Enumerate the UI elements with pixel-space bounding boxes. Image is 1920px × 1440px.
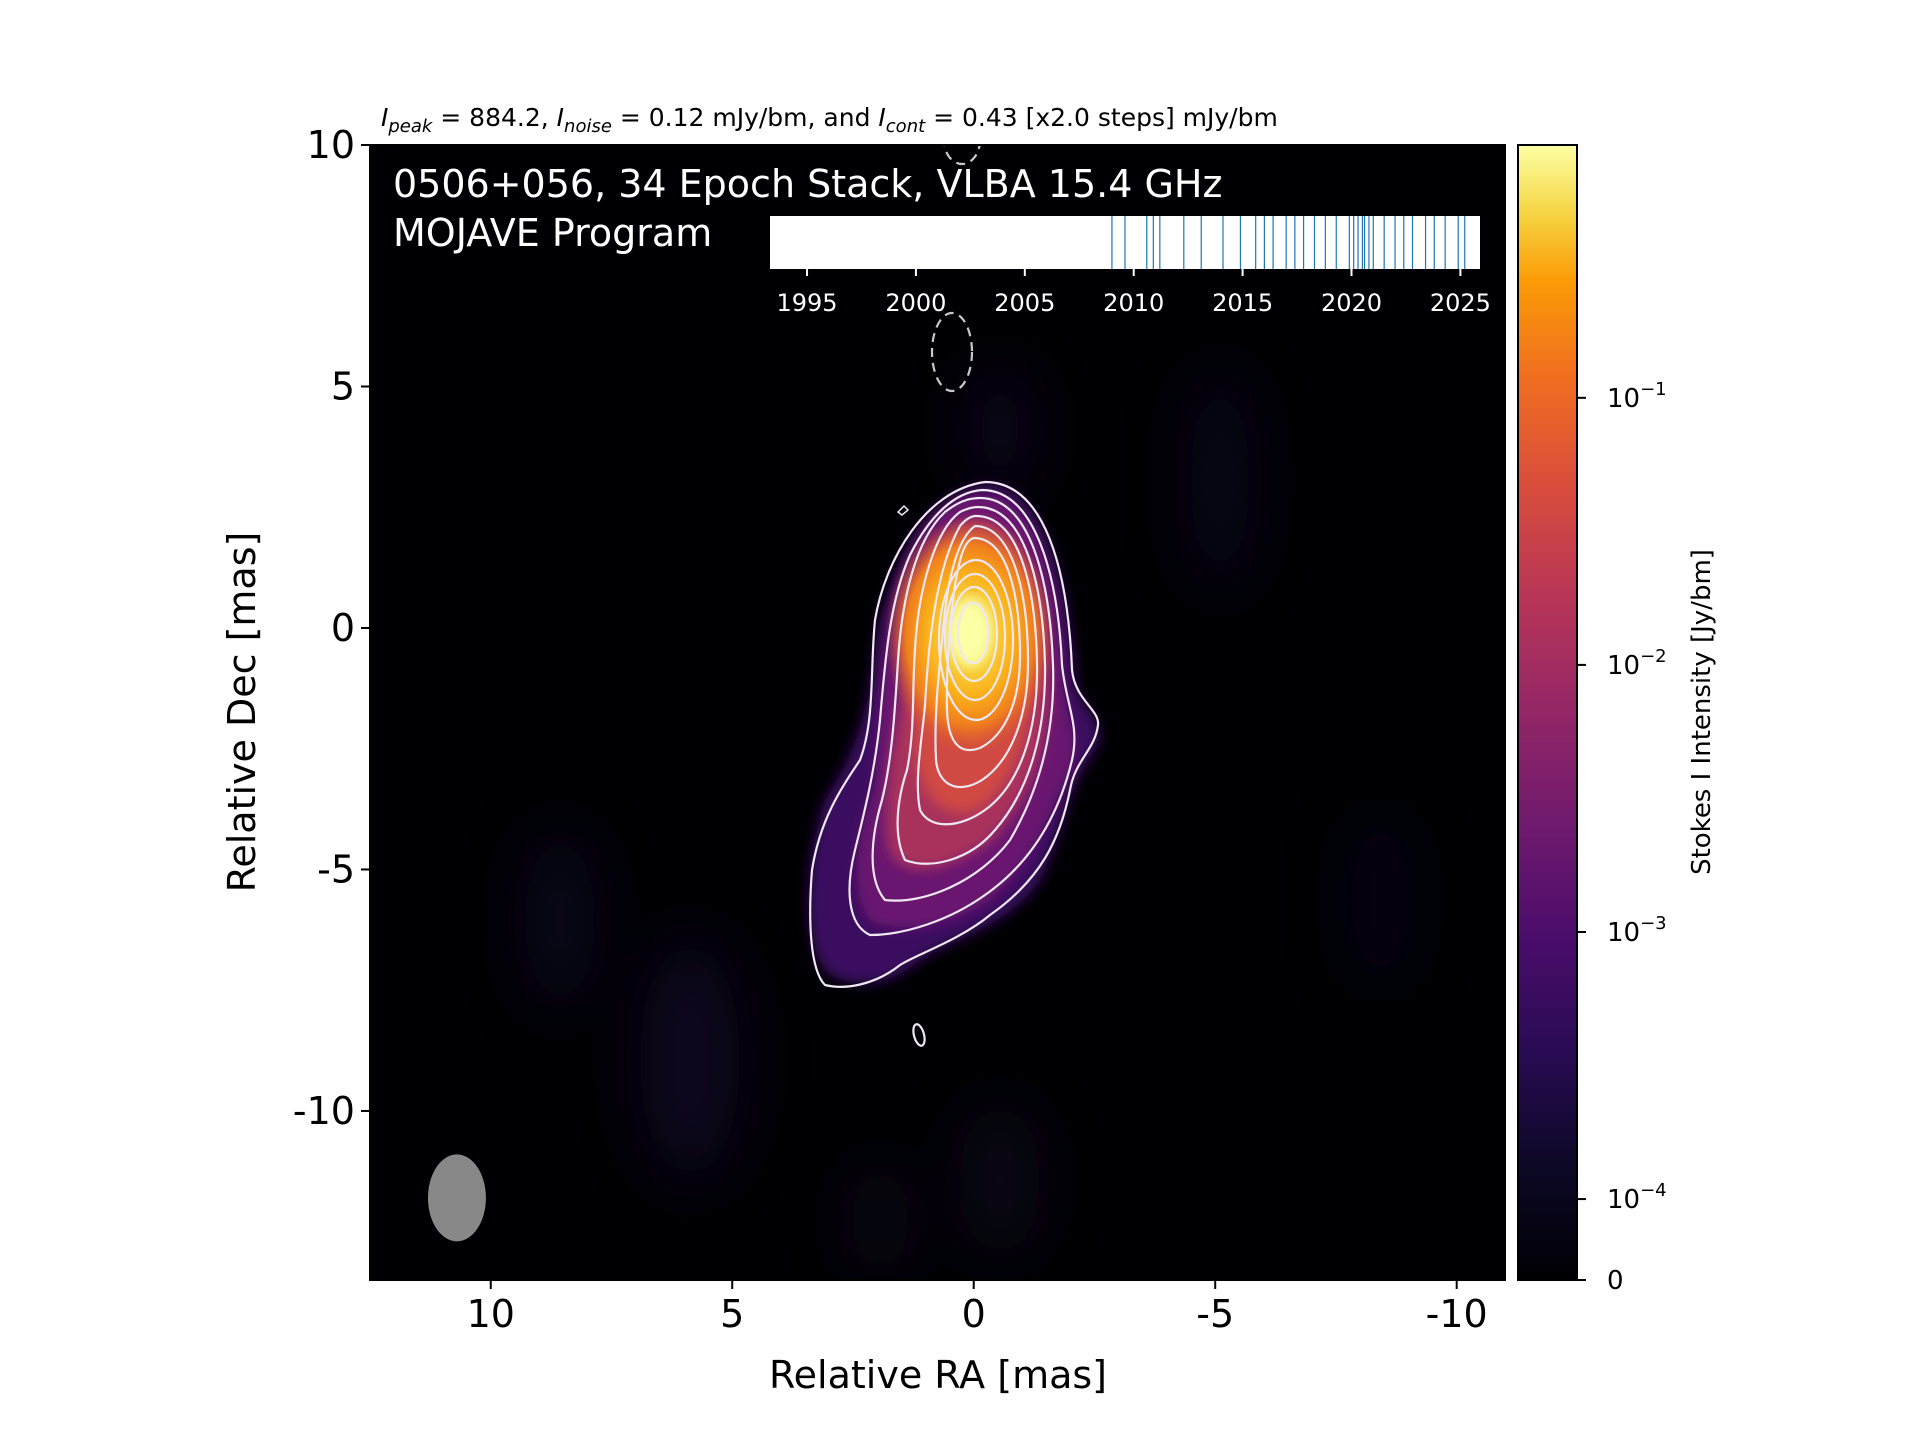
contour-lines xyxy=(809,480,1100,1047)
beam-ellipse xyxy=(427,1154,486,1242)
overlay-title: 0506+056, 34 Epoch Stack, VLBA 15.4 GHz xyxy=(393,162,1222,206)
colorbar-tick-label: 10−2 xyxy=(1607,646,1667,681)
colorbar-label: Stokes I Intensity [Jy/bm] xyxy=(1687,549,1717,875)
colorbar-tick-label: 0 xyxy=(1607,1266,1624,1296)
y-tick-label: -5 xyxy=(317,847,355,891)
x-tick-label: -5 xyxy=(1196,1292,1234,1336)
contour-level-1 xyxy=(809,480,1100,988)
colorbar-tick-label: 10−1 xyxy=(1607,379,1667,414)
x-axis-label: Relative RA [mas] xyxy=(769,1353,1107,1397)
overlay-subtitle: MOJAVE Program xyxy=(393,211,712,255)
epoch-timeline: 1995 2000 2005 2010 2015 2020 2025 xyxy=(770,216,1491,317)
background-noise xyxy=(525,370,1410,1280)
colorbar-tick-label: 10−4 xyxy=(1607,1180,1667,1215)
negative-contour-2 xyxy=(943,145,981,166)
contour-level-9 xyxy=(943,572,1007,702)
contour-isolated xyxy=(912,1023,926,1047)
y-tick-label: -10 xyxy=(293,1089,355,1133)
negative-contour-1 xyxy=(930,311,974,393)
x-axis: 10 5 0 -5 -10 xyxy=(467,1280,1488,1336)
x-tick-label: 5 xyxy=(720,1292,744,1336)
contour-level-2 xyxy=(848,488,1076,937)
plot-frame xyxy=(369,144,1506,1281)
colorbar: 10−1 10−2 10−3 10−4 0 Stokes I Intensity [Jy… xyxy=(1517,144,1717,1296)
epoch-tick-label: 2010 xyxy=(1103,289,1164,317)
contour-level-3 xyxy=(871,496,1055,902)
contour-level-4 xyxy=(896,505,1047,865)
contour-level-5 xyxy=(916,514,1039,826)
contour-level-11 xyxy=(956,601,990,665)
jet-core-peak xyxy=(948,598,992,666)
epoch-tick-label: 1995 xyxy=(776,289,837,317)
colorbar-gradient xyxy=(1517,144,1578,1281)
stats-line: Ipeak = 884.2, Inoise = 0.12 mJy/bm, and… xyxy=(381,103,1278,137)
negative-contours xyxy=(930,145,981,393)
contour-level-6 xyxy=(934,524,1030,789)
x-tick-label: -10 xyxy=(1426,1292,1488,1336)
y-tick-label: 10 xyxy=(307,123,355,167)
plot-area: 0506+056, 34 Epoch Stack, VLBA 15.4 GHz … xyxy=(369,144,1506,1281)
contour-level-8 xyxy=(937,558,1015,722)
epoch-tick-label: 2020 xyxy=(1321,289,1382,317)
epoch-tick-label: 2005 xyxy=(994,289,1055,317)
contour-level-10 xyxy=(949,585,999,683)
epoch-tick-label: 2015 xyxy=(1212,289,1273,317)
x-tick-label: 10 xyxy=(467,1292,515,1336)
epoch-tick-label: 2025 xyxy=(1430,289,1491,317)
epoch-tick-label: 2000 xyxy=(885,289,946,317)
colorbar-ticks: 10−1 10−2 10−3 10−4 0 xyxy=(1577,379,1667,1296)
y-axis-label: Relative Dec [mas] xyxy=(220,532,264,893)
y-tick-label: 0 xyxy=(331,606,355,650)
epoch-lines xyxy=(1111,216,1466,269)
contour-small-blob xyxy=(896,504,910,516)
epoch-ticks: 1995 2000 2005 2010 2015 2020 2025 xyxy=(776,269,1491,317)
x-tick-label: 0 xyxy=(962,1292,986,1336)
y-tick-label: 5 xyxy=(331,364,355,408)
colorbar-tick-label: 10−3 xyxy=(1607,913,1667,948)
contour-level-7 xyxy=(945,536,1022,751)
y-axis: 10 5 0 -5 -10 xyxy=(293,123,370,1133)
